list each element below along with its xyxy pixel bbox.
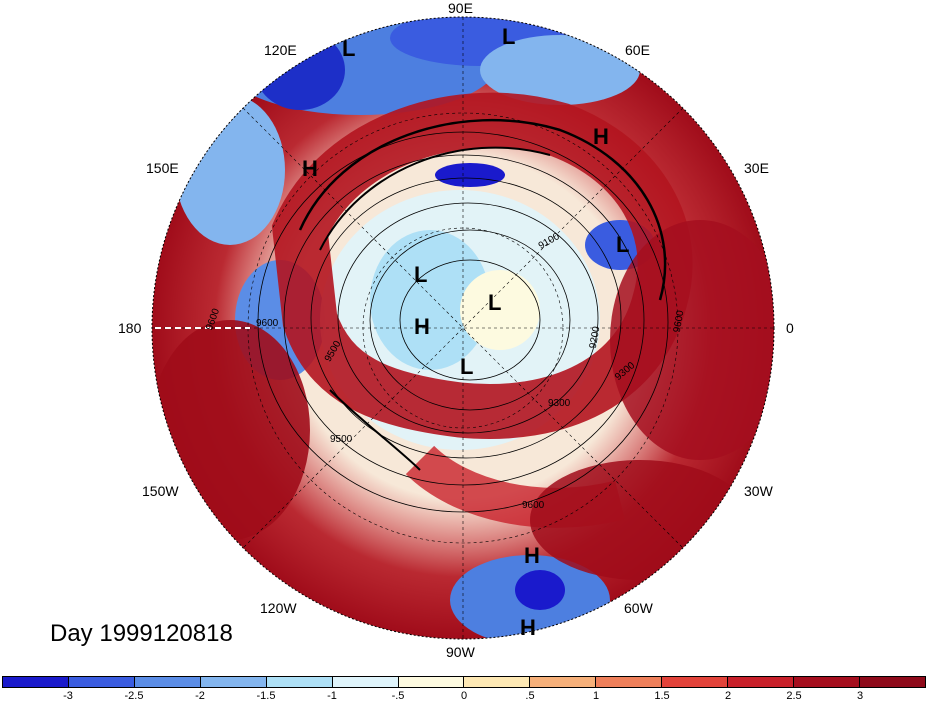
lon-label-120e: 120E [264, 42, 297, 58]
lon-label-90e: 90E [448, 0, 473, 16]
lon-label-120w: 120W [260, 600, 297, 616]
contour-label: 9600 [522, 500, 545, 511]
colorbar-tick-label: 0 [460, 690, 468, 702]
graticule [152, 17, 774, 639]
colorbar-tick-label: -.5 [391, 690, 405, 702]
shading-field [152, 17, 774, 639]
pressure-marker: H [414, 314, 430, 339]
colorbar-tick-label: 2.5 [786, 690, 802, 702]
lon-label-0: 0 [786, 320, 794, 336]
colorbar-tick-label: -3 [63, 690, 73, 702]
colorbar-swatch [332, 677, 399, 687]
colorbar-swatch [662, 677, 729, 687]
pressure-marker: L [414, 262, 428, 287]
pressure-marker: H [302, 156, 318, 181]
contour-label: 9300 [548, 398, 571, 409]
lon-label-60e: 60E [625, 42, 650, 58]
colorbar-tick-label: -1.5 [256, 690, 276, 702]
colorbar-swatch [794, 677, 860, 687]
pressure-marker: L [502, 24, 516, 49]
contour-label: 9600 [256, 318, 279, 329]
colorbar-tick-label: 1.5 [654, 690, 670, 702]
polar-map [151, 16, 775, 640]
colorbar-tick-label: .5 [525, 690, 535, 702]
colorbar-tick-label: -2.5 [124, 690, 144, 702]
pressure-marker: L [488, 290, 502, 315]
lon-label-90w: 90W [446, 644, 475, 660]
colorbar-swatch [266, 677, 333, 687]
colorbar-swatch [596, 677, 663, 687]
contour-label: 9500 [330, 434, 353, 445]
colorbar [2, 676, 926, 688]
pressure-marker: L [616, 232, 630, 257]
pressure-marker: L [460, 354, 474, 379]
colorbar-tick-label: -2 [195, 690, 205, 702]
colorbar-tick-label: -1 [327, 690, 337, 702]
pressure-marker: H [524, 543, 540, 568]
lon-label-60w: 60W [624, 600, 653, 616]
colorbar-swatch [200, 677, 267, 687]
pressure-marker: L [342, 36, 356, 61]
lon-label-30e: 30E [744, 160, 769, 176]
day-label: Day 1999120818 [50, 620, 233, 647]
colorbar-swatch [728, 677, 795, 687]
map-border [151, 16, 775, 640]
pressure-marker: H [520, 615, 536, 640]
colorbar-tick-label: 3 [856, 690, 864, 702]
lon-label-150e: 150E [146, 160, 179, 176]
colorbar-tick-label: 2 [724, 690, 732, 702]
pressure-marker: H [593, 124, 609, 149]
lon-label-150w: 150W [142, 483, 179, 499]
colorbar-swatch [859, 677, 925, 687]
lon-label-180: 180 [118, 320, 142, 336]
colorbar-swatch [3, 677, 69, 687]
colorbar-swatch [68, 677, 135, 687]
lon-label-30w: 30W [744, 483, 773, 499]
colorbar-swatch [464, 677, 531, 687]
colorbar-swatch [398, 677, 465, 687]
colorbar-tick-label: 1 [592, 690, 600, 702]
colorbar-swatch [530, 677, 597, 687]
colorbar-swatch [134, 677, 201, 687]
